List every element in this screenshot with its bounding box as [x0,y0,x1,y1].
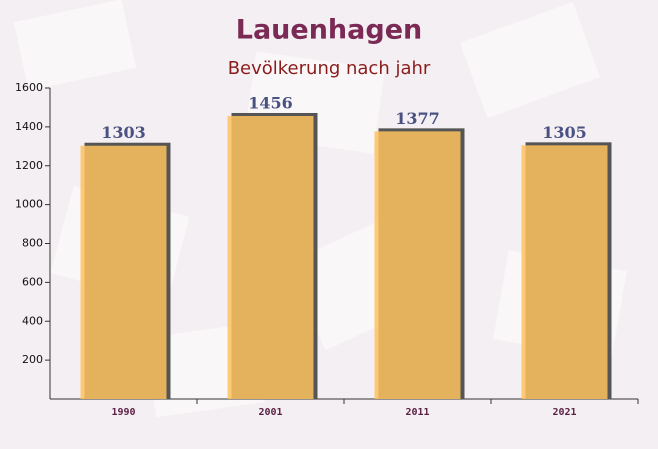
y-tick-label: 1400 [15,120,43,133]
y-tick-label: 400 [22,314,43,327]
value-label: 1456 [248,93,293,112]
x-tick-label: 2021 [552,407,576,418]
value-label: 1377 [395,109,440,128]
chart-title: Lauenhagen [236,15,422,46]
y-tick-label: 600 [22,275,43,288]
y-tick-label: 1600 [15,81,43,94]
bar [374,131,461,399]
bar [227,115,314,400]
y-tick-label: 1000 [15,198,43,211]
y-tick-label: 800 [22,237,43,250]
x-tick-label: 1990 [111,407,135,418]
value-label: 1305 [542,123,587,142]
x-tick-label: 2001 [258,407,282,418]
value-label: 1303 [101,123,146,142]
x-tick-label: 2011 [405,407,429,418]
bar [521,145,608,399]
y-tick-label: 1200 [15,159,43,172]
bar [80,145,167,399]
y-tick-label: 200 [22,353,43,366]
chart-subtitle: Bevölkerung nach jahr [228,58,431,79]
